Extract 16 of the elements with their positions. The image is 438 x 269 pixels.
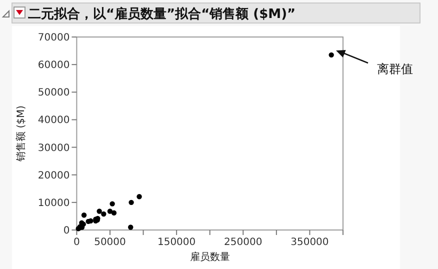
y-tick-label: 30000 (38, 142, 70, 154)
y-tick-label: 10000 (38, 198, 70, 209)
x-tick-label: 350000 (290, 237, 329, 248)
chart-title: 二元拟合，以“雇员数量”拟合“销售额 ($M)” (28, 6, 296, 22)
x-tick-label: 50000 (94, 237, 126, 248)
y-tick-label: 20000 (38, 170, 70, 182)
y-tick-label: 50000 (38, 88, 70, 99)
x-axis-title: 雇员数量 (190, 251, 230, 263)
x-tick-label: 0 (74, 237, 80, 248)
y-axis-title: 销售额 ($M) (15, 105, 27, 162)
y-tick-label: 70000 (38, 32, 70, 44)
x-tick-label: 150000 (157, 237, 196, 248)
x-tick-label: 250000 (224, 237, 262, 248)
y-tick-label: 40000 (38, 115, 70, 126)
y-tick-label: 60000 (38, 60, 70, 72)
y-tick-label: 0 (63, 226, 70, 236)
